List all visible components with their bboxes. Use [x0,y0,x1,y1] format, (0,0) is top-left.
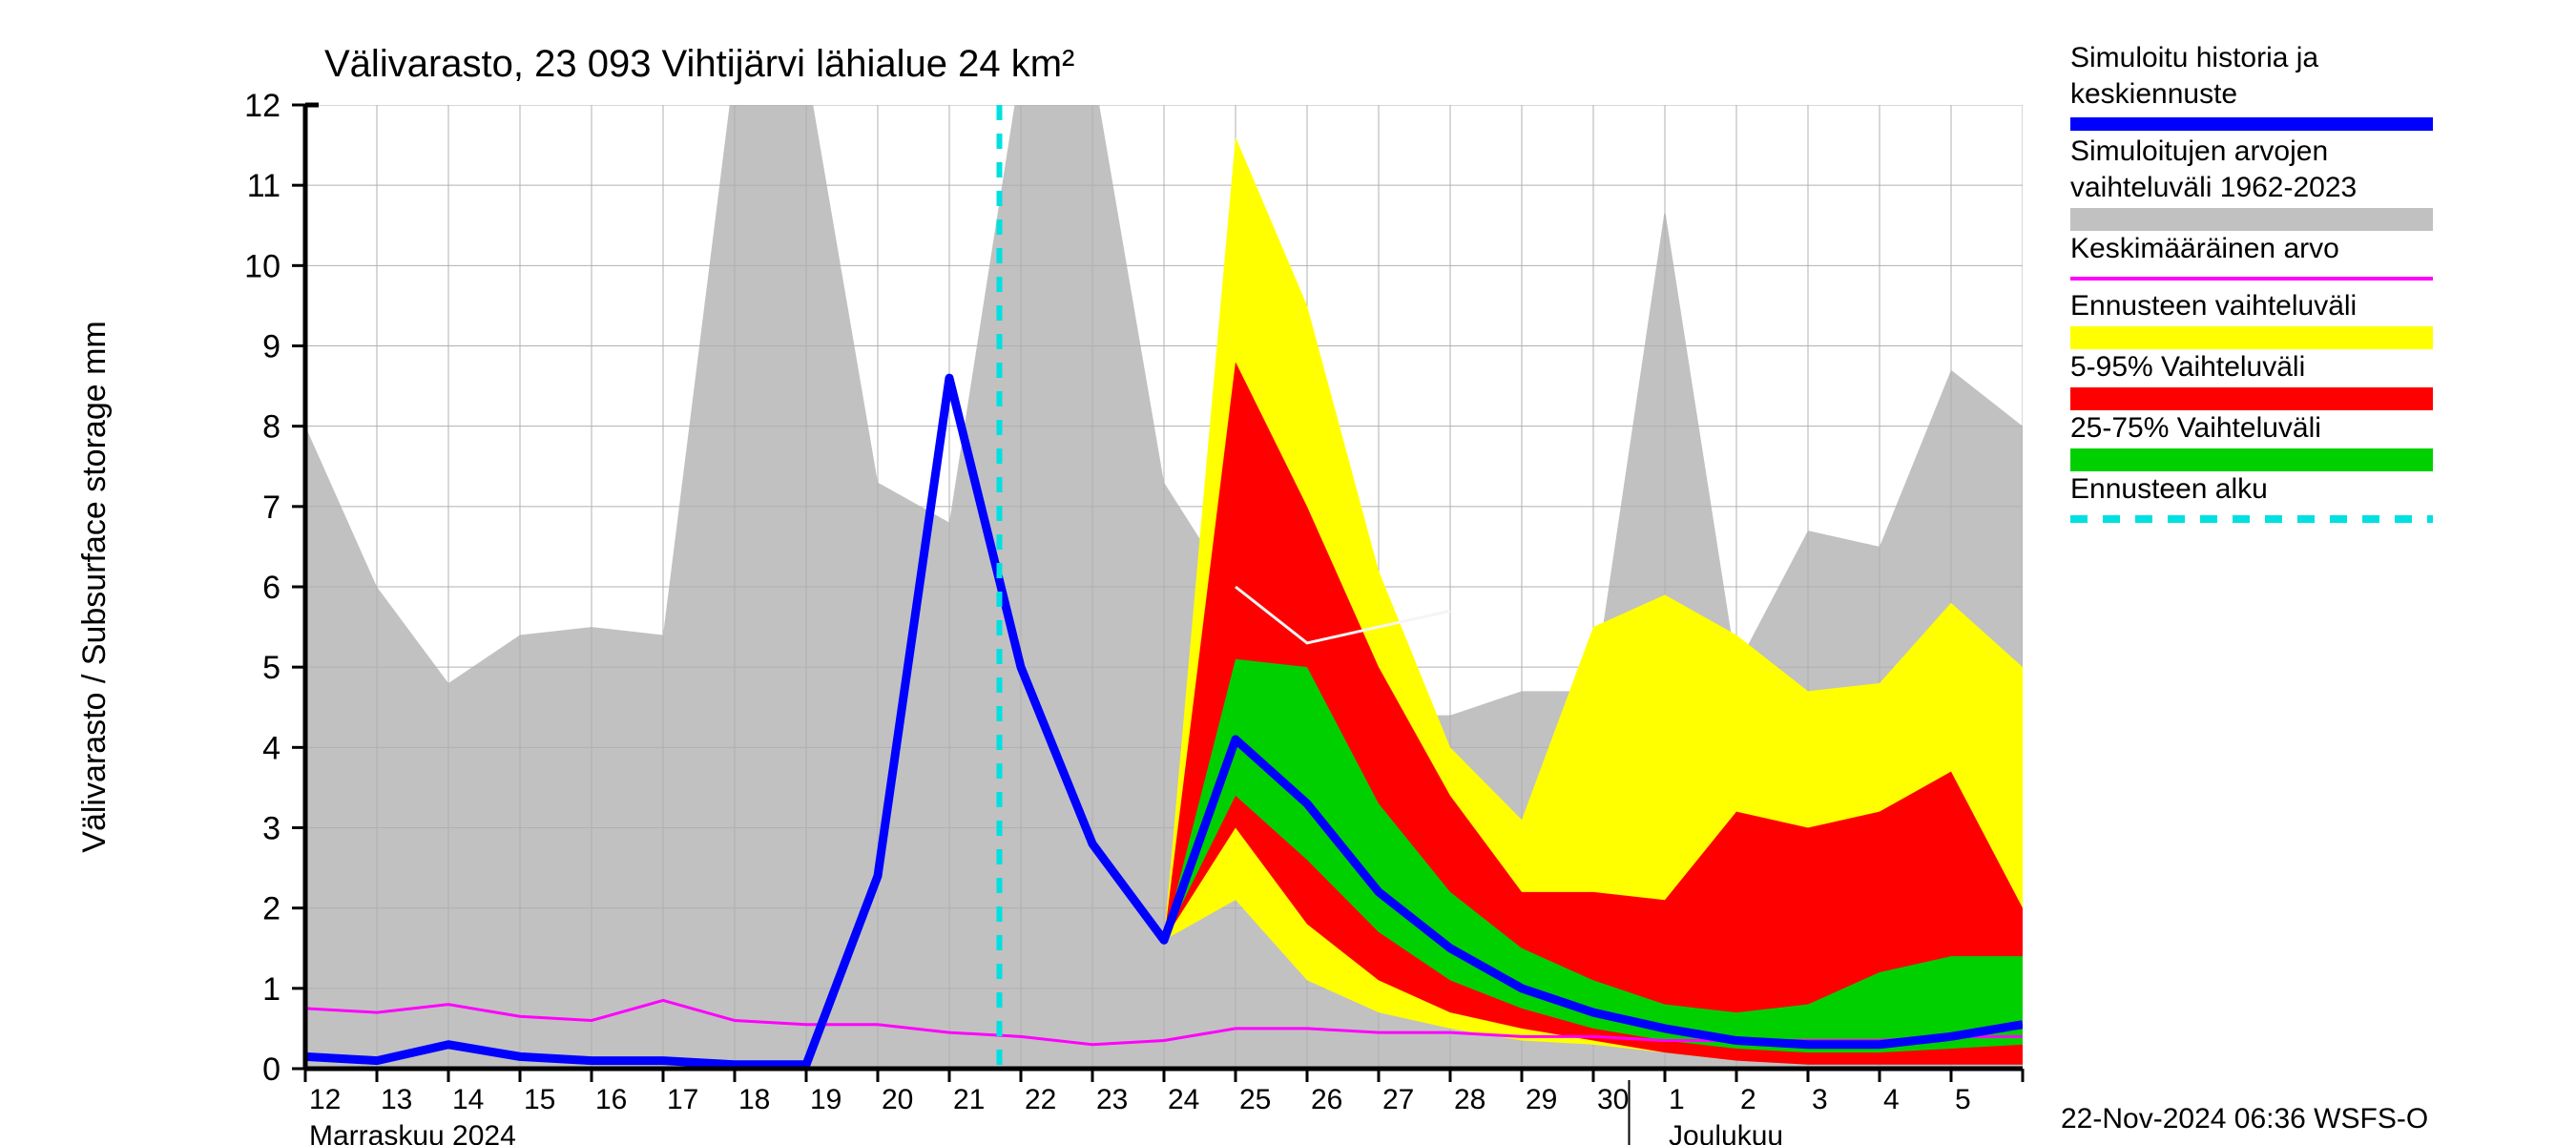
legend-label: 5-95% Vaihteluväli [2070,351,2305,383]
x-tick-label: 14 [452,1084,484,1115]
legend-swatch [2070,208,2433,231]
legend-label: Simuloitujen arvojen [2070,135,2328,167]
legend-label: Simuloitu historia ja [2070,42,2318,73]
x-tick-label: 21 [953,1084,985,1115]
legend-label: Keskimääräinen arvo [2070,233,2339,264]
y-tick-label: 0 [262,1051,280,1088]
x-tick-label: 3 [1812,1084,1828,1115]
month-label-fi: Marraskuu 2024 [309,1120,516,1145]
x-tick-label: 27 [1382,1084,1414,1115]
legend-label: vaihteluväli 1962-2023 [2070,172,2357,203]
x-tick-label: 28 [1454,1084,1485,1115]
chart-title: Välivarasto, 23 093 Vihtijärvi lähialue … [324,43,1074,85]
x-tick-label: 19 [810,1084,841,1115]
x-tick-label: 24 [1168,1084,1199,1115]
y-tick-label: 6 [262,570,280,606]
legend-label: Ennusteen alku [2070,473,2268,505]
legend-label: keskiennuste [2070,78,2237,110]
chart-footer: 22-Nov-2024 06:36 WSFS-O [2061,1103,2428,1135]
y-axis-label: Välivarasto / Subsurface storage mm [76,321,113,852]
y-tick-label: 10 [244,248,280,284]
x-tick-label: 25 [1239,1084,1271,1115]
y-tick-label: 3 [262,811,280,847]
y-tick-label: 1 [262,971,280,1008]
y-tick-label: 9 [262,329,280,365]
x-tick-label: 30 [1597,1084,1629,1115]
x-tick-label: 12 [309,1084,341,1115]
x-tick-label: 16 [595,1084,627,1115]
legend-label: 25-75% Vaihteluväli [2070,412,2321,444]
y-tick-label: 4 [262,730,280,766]
y-tick-label: 7 [262,489,280,526]
y-tick-label: 11 [247,168,280,204]
legend-swatch [2070,448,2433,471]
x-tick-label: 20 [882,1084,913,1115]
y-tick-label: 8 [262,409,280,446]
x-tick-label: 2 [1740,1084,1756,1115]
y-tick-label: 2 [262,891,280,927]
legend-label: Ennusteen vaihteluväli [2070,290,2357,322]
y-tick-label: 5 [262,650,280,686]
x-tick-label: 15 [524,1084,555,1115]
x-tick-label: 17 [667,1084,698,1115]
y-tick-label: 12 [244,88,280,124]
legend-swatch [2070,326,2433,349]
chart-svg: 0123456789101112121314151617181920212223… [0,0,2576,1145]
x-tick-label: 26 [1311,1084,1342,1115]
chart-container: 0123456789101112121314151617181920212223… [0,0,2576,1145]
x-tick-label: 5 [1955,1084,1971,1115]
x-tick-label: 1 [1669,1084,1685,1115]
x-tick-label: 29 [1526,1084,1557,1115]
x-tick-label: 4 [1883,1084,1900,1115]
x-tick-label: 23 [1096,1084,1128,1115]
x-tick-label: 22 [1025,1084,1056,1115]
month-label-fi: Joulukuu [1669,1120,1783,1145]
x-tick-label: 18 [738,1084,770,1115]
legend-swatch [2070,387,2433,410]
x-tick-label: 13 [381,1084,412,1115]
